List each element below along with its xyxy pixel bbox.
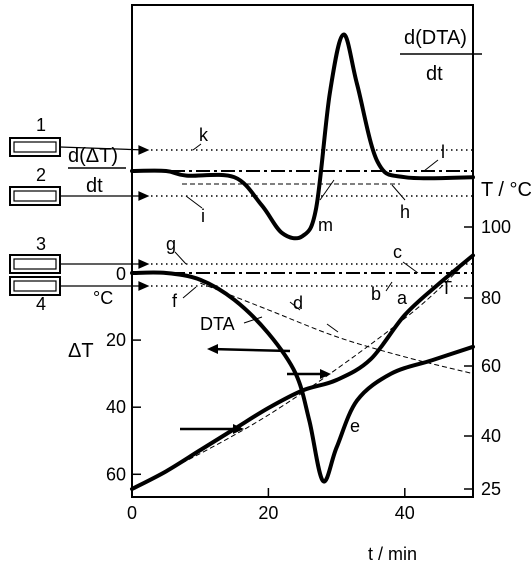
curve-label-d: d [293,293,303,313]
plot-frame [131,4,474,498]
series-DTA [130,270,475,484]
letter-i: i [201,206,205,226]
curve-letters: m d b a T DTA e [200,215,452,436]
ddta-numerator: d(DTA) [404,27,467,49]
right-tick-label: 60 [481,356,501,376]
left-tick-label: 60 [106,464,126,484]
curve-label-T: T [441,278,452,298]
letter-k: k [199,125,209,145]
channel-label-4: 4 [36,294,46,314]
right-tick-label: 25 [481,479,501,499]
curve-label-DTA: DTA [200,314,235,334]
letter-h: h [400,202,410,222]
dashed-reference-b [131,255,474,490]
curve-label-b: b [371,284,381,304]
upper-labels: d(DTA) dt d(ΔT) dt [68,27,482,197]
curve-label-a: a [397,288,408,308]
channel-label-1: 1 [36,115,46,135]
ddta-denominator: dt [426,63,443,85]
left-tick-label: 20 [106,330,126,350]
letter-g: g [166,234,176,254]
recorder-channels: 1 2 3 4 [9,115,61,314]
x-axis-label: t / min [368,544,417,564]
recorder-box-2 [9,186,61,206]
left-axis-unit: °C [93,288,113,308]
recorder-box-4 [9,276,61,296]
right-axis-label: T / °C [481,179,531,201]
axis-labels: 0 °C ΔT T / °C t / min [68,179,531,564]
x-tick-label: 40 [395,503,415,523]
reference-letters: k l h i g c f [166,125,445,311]
data-curves [130,32,475,491]
series-d(DTA)/dt [130,32,475,241]
left-axis-name: ΔT [68,340,94,362]
recorder-arrows [59,145,150,291]
left-tick-label: 40 [106,397,126,417]
recorder-box-1 [9,137,61,157]
right-tick-label: 100 [481,217,511,237]
right-tick-label: 80 [481,288,501,308]
ddt-denominator: dt [86,175,103,197]
channel-label-3: 3 [36,234,46,254]
curve-label-m: m [318,215,333,235]
x-tick-label: 0 [127,503,137,523]
x-tick-label: 20 [258,503,278,523]
channel-label-2: 2 [36,165,46,185]
reference-lines [146,149,473,287]
letter-l: l [441,142,445,162]
ddt-numerator: d(ΔT) [68,145,118,167]
dashed-baseline-d [200,282,474,375]
series-T [130,253,475,491]
curve-label-e: e [350,416,360,436]
recorder-box-3 [9,254,61,274]
left-axis-zero: 0 [116,264,126,284]
axis-ticks: 0 20 40 20 40 60 100 80 60 40 25 [106,217,511,523]
right-tick-label: 40 [481,426,501,446]
letter-f: f [172,291,178,311]
leader-lines [174,143,453,333]
letter-c: c [393,242,402,262]
